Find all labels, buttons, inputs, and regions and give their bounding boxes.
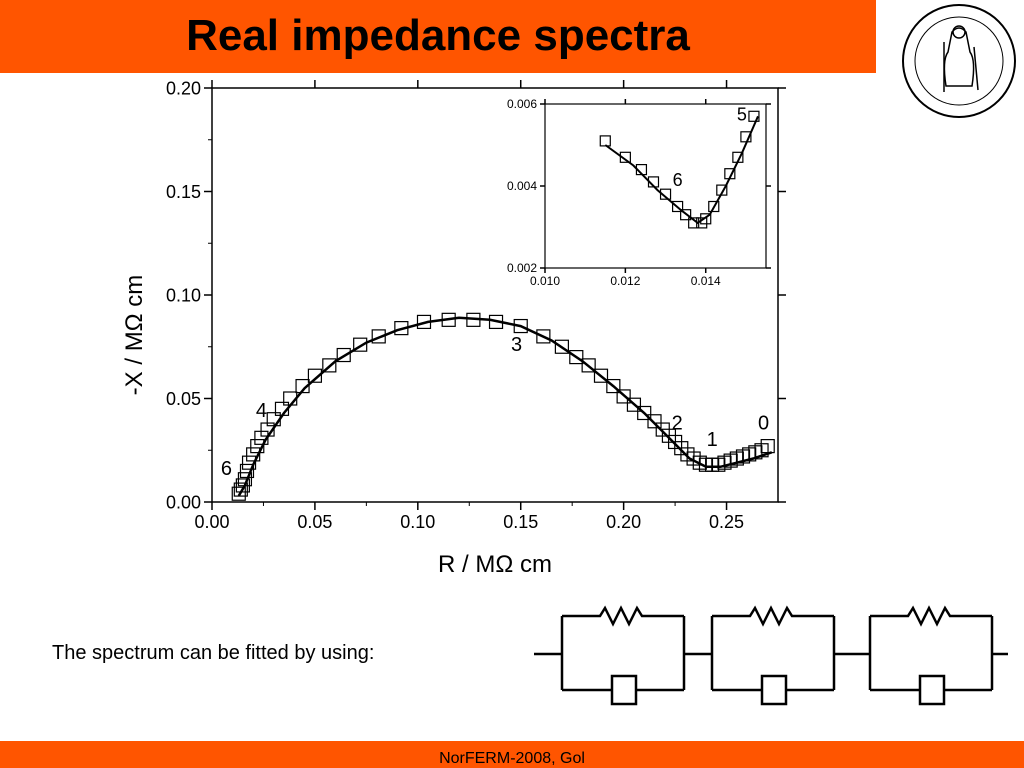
data-point [581, 358, 596, 373]
inset-plot: 0.010 0.012 0.014 0.002 0.004 0.006 5 6 [507, 97, 771, 288]
x-tick-label: 0.00 [194, 512, 229, 532]
inset-data-point [700, 213, 712, 225]
y-axis-title: -X / MΩ cm [121, 275, 148, 396]
inset-data-point [716, 184, 728, 196]
data-point [307, 368, 323, 383]
data-point [626, 397, 642, 412]
inset-data-point [659, 188, 672, 200]
data-point [416, 314, 432, 330]
data-point [637, 405, 652, 421]
point-label: 2 [672, 413, 683, 435]
y-tick-label: 0.10 [166, 285, 201, 305]
fit-description: The spectrum can be fitted by using: [52, 642, 375, 664]
point-label: 6 [221, 458, 232, 480]
y-tick-label: 0.15 [166, 182, 201, 202]
data-point [606, 378, 621, 394]
data-point [554, 339, 569, 354]
data-point [513, 318, 528, 334]
point-label: 4 [256, 400, 267, 422]
data-point [488, 314, 504, 330]
data-point [593, 368, 609, 383]
data-point [283, 391, 298, 406]
inset-data-point [708, 200, 720, 213]
data-point [569, 350, 584, 365]
inset-data-point [732, 151, 744, 163]
x-axis-title: R / MΩ cm [438, 551, 552, 578]
point-label: 3 [511, 334, 522, 356]
impedance-chart: 0.00 0.05 0.10 0.15 0.20 0.25 0.00 0.05 0.10 0.15… [121, 78, 786, 578]
x-tick-label: 0.05 [297, 512, 332, 532]
inset-plot-frame [544, 103, 767, 269]
slide-title: Real impedance spectra [186, 11, 690, 60]
y-tick-label: 0.05 [166, 389, 201, 409]
inset-point-label: 6 [673, 170, 683, 190]
x-tick-label: 0.25 [709, 512, 744, 532]
inset-data-point [688, 217, 700, 229]
inset-data-point [740, 131, 752, 143]
inset-data-point [680, 209, 692, 221]
y-tick-label: 0.20 [166, 78, 201, 98]
data-point [237, 472, 253, 487]
inset-data-point [619, 151, 631, 163]
footer-text: NorFERM-2008, Gol [439, 750, 585, 767]
data-point [250, 439, 265, 454]
data-point [647, 414, 662, 429]
data-point [466, 312, 481, 327]
inset-point-label: 5 [737, 104, 747, 124]
data-point [336, 347, 351, 363]
university-seal-logo [902, 4, 1016, 118]
data-point [241, 455, 257, 470]
y-tick-label: 0.00 [166, 492, 201, 512]
inset-x-tick-label: 0.010 [530, 274, 560, 288]
title-bar [0, 0, 876, 73]
data-point [231, 486, 246, 501]
point-label: 0 [758, 413, 769, 435]
inset-data-point [647, 176, 660, 188]
data-point [536, 329, 551, 344]
data-point [441, 312, 456, 327]
inset-fit-line [604, 115, 759, 225]
x-tick-label: 0.15 [503, 512, 538, 532]
data-point [233, 482, 248, 497]
data-point [246, 447, 261, 462]
inset-x-tick-label: 0.014 [691, 274, 721, 288]
data-point [295, 378, 310, 394]
inset-data-point [696, 217, 708, 229]
data-point [322, 358, 337, 373]
inset-y-tick-label: 0.004 [507, 179, 537, 193]
inset-y-tick-label: 0.002 [507, 261, 537, 275]
inset-x-tick-label: 0.012 [610, 274, 640, 288]
fit-line [237, 316, 773, 497]
data-point [239, 463, 255, 479]
inset-data-point [635, 164, 648, 176]
data-point [274, 401, 290, 416]
main-plot: 0.00 0.05 0.10 0.15 0.20 0.25 0.00 0.05 0.10 0.15… [121, 78, 786, 578]
data-point [760, 439, 775, 454]
x-tick-label: 0.20 [606, 512, 641, 532]
inset-data-point [671, 200, 684, 213]
data-point [394, 321, 409, 336]
x-tick-label: 0.10 [400, 512, 435, 532]
point-label: 1 [707, 429, 718, 451]
inset-data-point [724, 168, 736, 180]
inset-data-point [748, 110, 760, 122]
inset-data-point [599, 135, 611, 147]
circuit-diagram-icon [534, 605, 1008, 706]
footer-bar [0, 741, 1024, 768]
data-point [353, 337, 368, 352]
data-point [371, 329, 386, 344]
data-point [266, 412, 281, 427]
inset-y-tick-label: 0.006 [507, 97, 537, 111]
data-point [616, 389, 631, 404]
